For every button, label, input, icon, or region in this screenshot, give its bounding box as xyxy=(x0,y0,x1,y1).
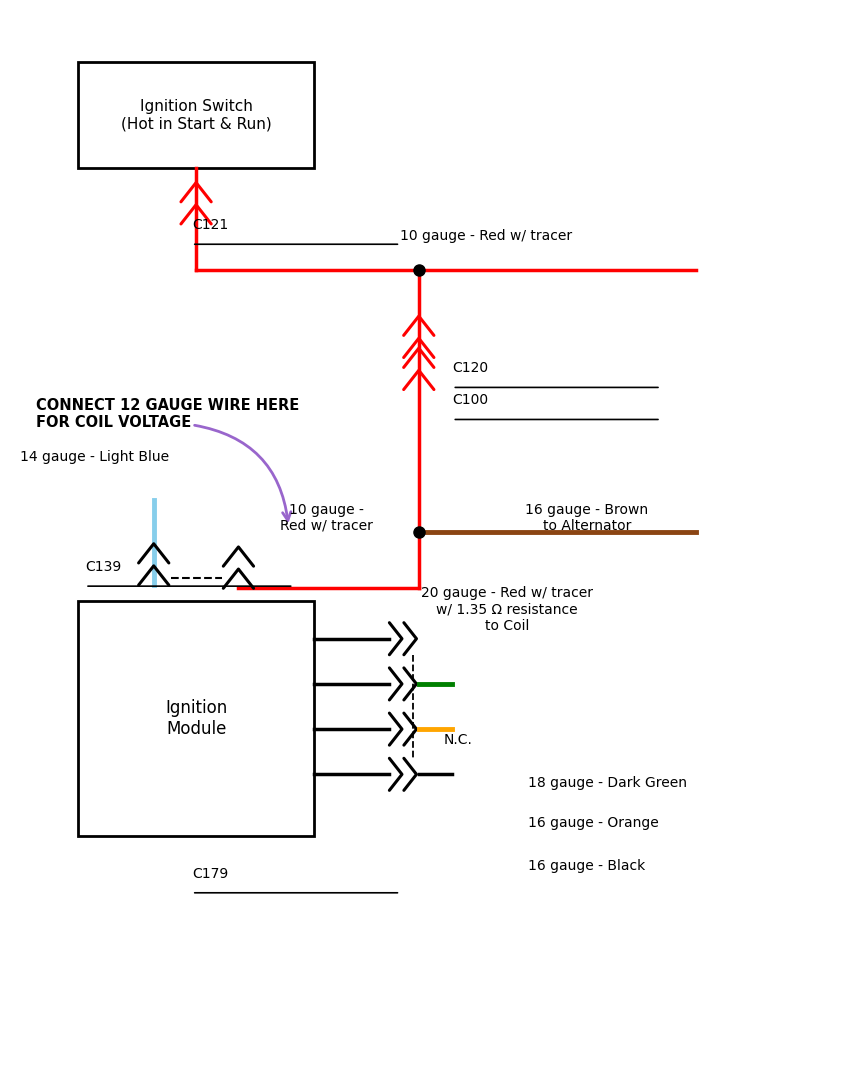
Text: Ignition Switch
(Hot in Start & Run): Ignition Switch (Hot in Start & Run) xyxy=(121,99,272,131)
Text: 10 gauge - Red w/ tracer: 10 gauge - Red w/ tracer xyxy=(400,229,572,243)
FancyArrowPatch shape xyxy=(195,425,291,521)
Text: 20 gauge - Red w/ tracer
w/ 1.35 Ω resistance
to Coil: 20 gauge - Red w/ tracer w/ 1.35 Ω resis… xyxy=(421,586,593,633)
Bar xyxy=(79,61,314,169)
Text: N.C.: N.C. xyxy=(444,732,473,748)
Text: 16 gauge - Brown
to Alternator: 16 gauge - Brown to Alternator xyxy=(525,503,648,533)
Text: C121: C121 xyxy=(192,218,228,232)
Text: C100: C100 xyxy=(453,393,488,407)
Text: C139: C139 xyxy=(85,560,121,574)
Text: C120: C120 xyxy=(453,361,488,375)
Text: Ignition
Module: Ignition Module xyxy=(165,699,228,738)
Text: C179: C179 xyxy=(192,867,228,881)
Text: 16 gauge - Orange: 16 gauge - Orange xyxy=(528,816,659,830)
Text: 14 gauge - Light Blue: 14 gauge - Light Blue xyxy=(19,450,168,464)
Bar xyxy=(79,601,314,837)
Text: 10 gauge -
Red w/ tracer: 10 gauge - Red w/ tracer xyxy=(280,503,373,533)
Text: CONNECT 12 GAUGE WIRE HERE
FOR COIL VOLTAGE: CONNECT 12 GAUGE WIRE HERE FOR COIL VOLT… xyxy=(36,398,299,431)
Text: 18 gauge - Dark Green: 18 gauge - Dark Green xyxy=(528,775,687,789)
Text: 16 gauge - Black: 16 gauge - Black xyxy=(528,859,645,873)
